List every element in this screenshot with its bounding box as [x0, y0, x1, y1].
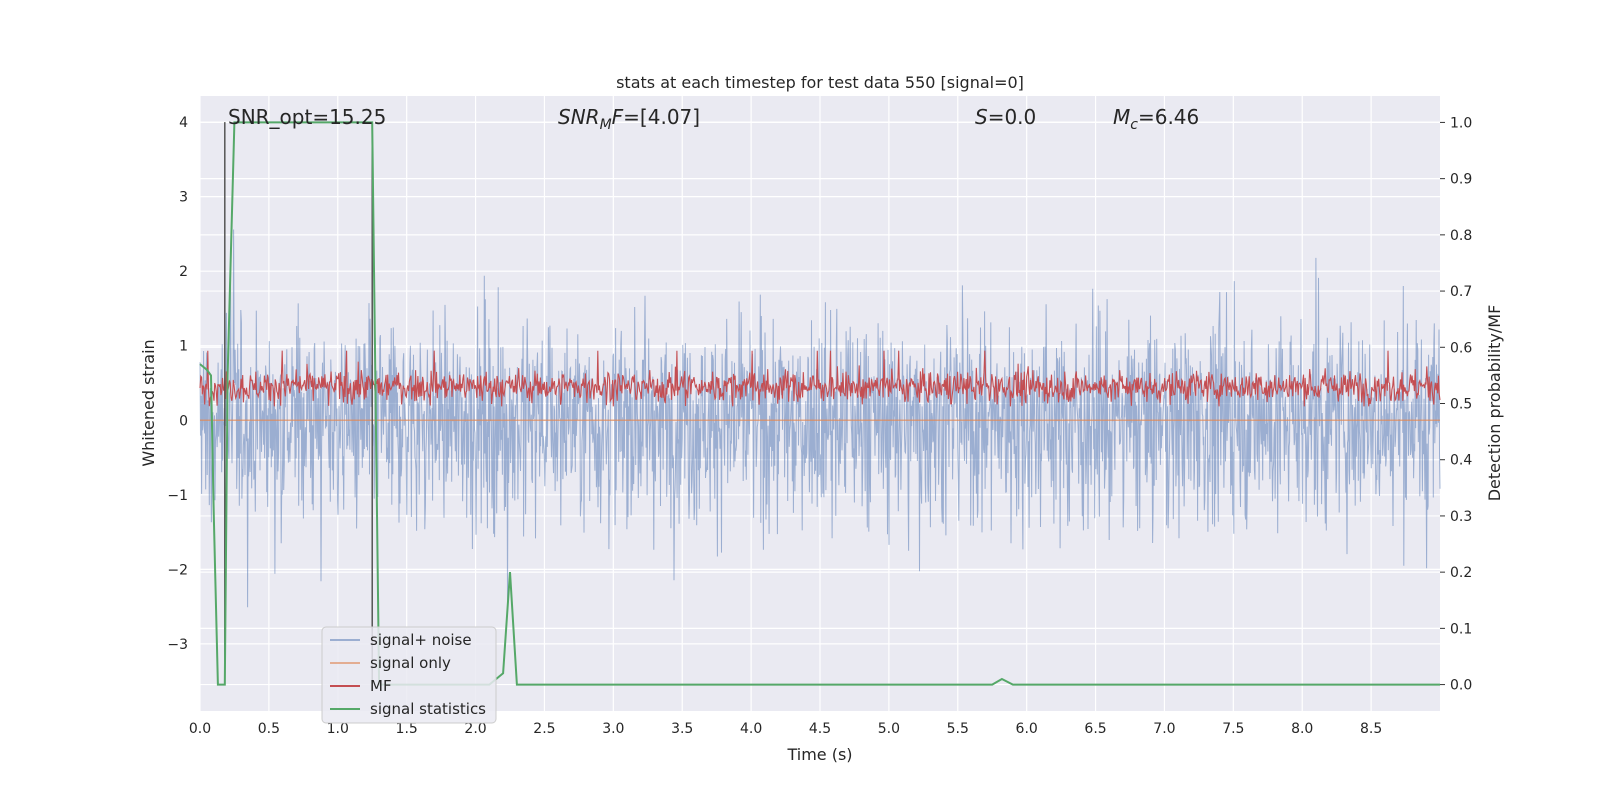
annotation-s-value: =0.0 — [988, 105, 1037, 129]
x-tick-label: 8.5 — [1360, 721, 1382, 737]
x-tick-label: 7.0 — [1153, 721, 1175, 737]
x-tick-label: 7.5 — [1222, 721, 1244, 737]
legend: signal+ noise signal only MF signal stat… — [322, 627, 496, 723]
x-tick-label: 3.0 — [602, 721, 624, 737]
y-tick-label-left: 3 — [179, 190, 188, 206]
legend-label-signal-statistics: signal statistics — [370, 700, 486, 718]
y-tick-label-right: 1.0 — [1450, 115, 1472, 131]
y-tick-label-right: 0.7 — [1450, 284, 1472, 300]
y-tick-label-right: 0.5 — [1450, 397, 1472, 413]
annotation-mc: Mc=6.46 — [1113, 105, 1199, 133]
annotation-mc-value: =6.46 — [1138, 105, 1199, 129]
annotation-snr-mf-value: =[4.07] — [623, 105, 700, 129]
y-tick-label-left: 1 — [179, 339, 188, 355]
annotation-s: S=0.0 — [975, 105, 1036, 129]
annotation-snr-mf-var2: F — [612, 105, 624, 129]
annotation-s-var: S — [975, 105, 988, 129]
y-tick-label-left: −1 — [167, 488, 188, 504]
x-tick-label: 5.0 — [878, 721, 900, 737]
annotation-mc-var: M — [1113, 105, 1130, 129]
annotation-snr-mf-var: SNR — [558, 105, 600, 129]
y-tick-label-right: 0.9 — [1450, 172, 1472, 188]
x-tick-label: 6.5 — [1084, 721, 1106, 737]
legend-label-mf: MF — [370, 677, 392, 695]
x-tick-label: 4.0 — [740, 721, 762, 737]
annotation-snr-opt: SNR_opt=15.25 — [228, 105, 386, 129]
x-tick-label: 4.5 — [809, 721, 831, 737]
x-tick-label: 5.5 — [947, 721, 969, 737]
chart-title: stats at each timestep for test data 550… — [616, 73, 1024, 92]
legend-label-signal-noise: signal+ noise — [370, 631, 472, 649]
annotation-snr-mf: SNRMF=[4.07] — [558, 105, 700, 133]
y-tick-label-right: 0.1 — [1450, 621, 1472, 637]
x-tick-label: 2.5 — [533, 721, 555, 737]
x-tick-label: 3.5 — [671, 721, 693, 737]
legend-label-signal-only: signal only — [370, 654, 451, 672]
x-tick-label: 0.5 — [258, 721, 280, 737]
y-tick-label-left: −2 — [167, 562, 188, 578]
y-tick-label-right: 0.2 — [1450, 565, 1472, 581]
x-tick-label: 6.0 — [1016, 721, 1038, 737]
y-tick-label-right: 0.4 — [1450, 453, 1472, 469]
x-tick-label: 0.0 — [189, 721, 211, 737]
y-tick-label-right: 0.0 — [1450, 678, 1472, 694]
x-axis-label: Time (s) — [786, 745, 852, 764]
y-tick-label-right: 0.3 — [1450, 509, 1472, 525]
y-axis-label-left: Whitened strain — [139, 339, 158, 466]
y-tick-label-left: 2 — [179, 264, 188, 280]
annotation-snr-mf-sub: M — [600, 117, 612, 133]
y-tick-label-left: 4 — [179, 115, 188, 131]
y-axis-label-right: Detection probability/MF — [1485, 305, 1504, 502]
y-tick-label-right: 0.8 — [1450, 228, 1472, 244]
y-tick-label-left: 0 — [179, 413, 188, 429]
x-tick-label: 8.0 — [1291, 721, 1313, 737]
y-tick-label-right: 0.6 — [1450, 340, 1472, 356]
y-tick-label-left: −3 — [167, 637, 188, 653]
